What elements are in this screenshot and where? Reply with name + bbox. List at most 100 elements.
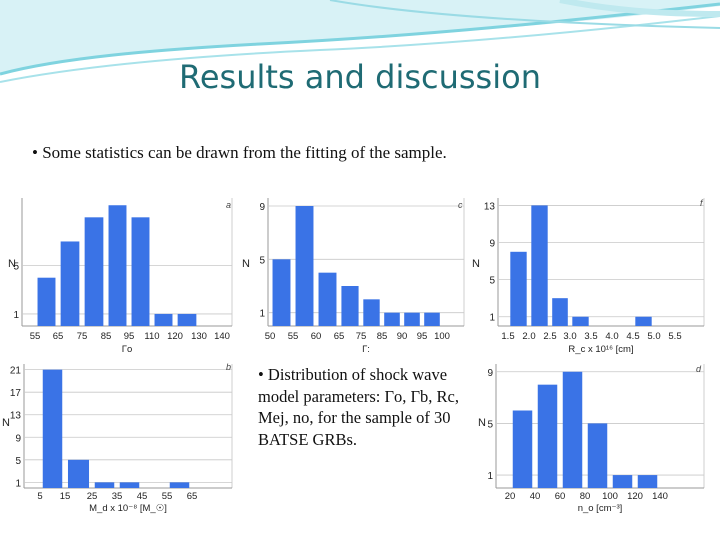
y-tick-label: 9 bbox=[489, 239, 495, 250]
x-tick-label: 20 bbox=[505, 491, 516, 502]
x-tick-label: 85 bbox=[101, 331, 112, 342]
histogram-gamma-b: 1 5 9 50 55 60 65 75 85 90 95 100 N Γ: c bbox=[242, 198, 465, 355]
y-tick-label: 17 bbox=[10, 388, 22, 399]
x-tick-label: 120 bbox=[167, 331, 183, 342]
y-tick-label: 9 bbox=[259, 202, 265, 213]
histogram-bar bbox=[363, 299, 380, 326]
y-tick-label: 9 bbox=[487, 368, 493, 379]
histogram-bar bbox=[42, 369, 63, 488]
y-tick-label: 1 bbox=[487, 471, 493, 482]
x-tick-label: 5.5 bbox=[668, 331, 681, 342]
panel-letter: c bbox=[458, 200, 463, 210]
x-tick-label: 75 bbox=[356, 331, 367, 342]
x-tick-label: 2.5 bbox=[543, 331, 556, 342]
x-tick-label: 65 bbox=[334, 331, 345, 342]
panel-letter: f bbox=[700, 198, 704, 208]
y-tick-label: 5 bbox=[489, 276, 495, 287]
y-tick-label: 1 bbox=[259, 309, 265, 320]
x-tick-label: 45 bbox=[137, 491, 148, 502]
description-text: • Distribution of shock wave model param… bbox=[258, 365, 459, 449]
x-tick-label: 100 bbox=[434, 331, 450, 342]
x-tick-label: 50 bbox=[265, 331, 276, 342]
histogram-bar bbox=[67, 459, 90, 488]
x-axis-label: M_d x 10⁻⁸ [M_☉] bbox=[89, 503, 167, 514]
y-axis-label: N bbox=[2, 417, 10, 429]
x-tick-label: 100 bbox=[602, 491, 618, 502]
histogram-bar bbox=[404, 312, 420, 326]
x-tick-label: 65 bbox=[187, 491, 198, 502]
x-tick-label: 60 bbox=[555, 491, 566, 502]
x-tick-label: 4.0 bbox=[605, 331, 618, 342]
x-tick-label: 55 bbox=[288, 331, 299, 342]
histogram-bar bbox=[318, 272, 337, 326]
x-axis-label: n_o [cm⁻³] bbox=[578, 503, 623, 514]
x-tick-label: 55 bbox=[162, 491, 173, 502]
x-tick-label: 25 bbox=[87, 491, 98, 502]
y-tick-label: 5 bbox=[259, 255, 265, 266]
histogram-bar bbox=[512, 410, 533, 488]
x-tick-label: 35 bbox=[112, 491, 123, 502]
histogram-bar bbox=[384, 312, 400, 326]
x-tick-label: 110 bbox=[144, 331, 159, 342]
y-tick-label: 21 bbox=[10, 366, 22, 377]
histogram-bar bbox=[94, 482, 115, 488]
histogram-bar bbox=[510, 251, 527, 326]
histogram-bar bbox=[84, 217, 104, 326]
histogram-bar bbox=[131, 217, 150, 326]
x-tick-label: 95 bbox=[417, 331, 428, 342]
histogram-bar bbox=[177, 313, 197, 326]
histogram-no: 1 5 9 20 40 60 80 100 120 140 Nn_o [cm⁻³] d bbox=[478, 364, 705, 514]
y-tick-label: 1 bbox=[489, 313, 495, 324]
histogram-bar bbox=[108, 205, 127, 326]
x-tick-label: 65 bbox=[53, 331, 64, 342]
x-tick-label: 95 bbox=[124, 331, 135, 342]
histogram-bar bbox=[562, 371, 583, 488]
x-tick-label: 140 bbox=[214, 331, 230, 342]
x-tick-label: 75 bbox=[77, 331, 88, 342]
x-tick-label: 80 bbox=[580, 491, 591, 502]
histogram-bar bbox=[37, 277, 56, 326]
histogram-bar bbox=[154, 313, 173, 326]
y-tick-label: 1 bbox=[15, 478, 21, 489]
histogram-bar bbox=[612, 475, 633, 488]
y-axis-label: N bbox=[8, 258, 16, 270]
y-tick-label: 5 bbox=[487, 419, 493, 430]
y-tick-label: 5 bbox=[15, 456, 21, 467]
x-tick-label: 2.0 bbox=[522, 331, 535, 342]
histogram-bar bbox=[637, 475, 658, 488]
histogram-bar bbox=[531, 205, 548, 326]
histogram-bar bbox=[119, 482, 140, 488]
x-axis-label: Γ: bbox=[362, 344, 370, 355]
bullet-text: • Some statistics can be drawn from the … bbox=[32, 143, 447, 162]
x-tick-label: 4.5 bbox=[626, 331, 639, 342]
histogram-bar bbox=[341, 286, 359, 326]
histogram-bar bbox=[587, 423, 608, 488]
histogram-bar bbox=[169, 482, 190, 488]
x-tick-label: 60 bbox=[311, 331, 322, 342]
histogram-bar bbox=[272, 259, 291, 326]
y-axis-label: N bbox=[478, 417, 486, 429]
histogram-bar bbox=[295, 206, 314, 326]
x-tick-label: 40 bbox=[530, 491, 541, 502]
y-tick-label: 13 bbox=[10, 411, 22, 422]
histogram-bar bbox=[552, 298, 568, 326]
x-tick-label: 120 bbox=[627, 491, 643, 502]
x-tick-label: 3.5 bbox=[584, 331, 597, 342]
header-swoosh-decoration bbox=[0, 0, 720, 83]
x-axis-label: R_c x 10¹⁶ [cm] bbox=[568, 344, 633, 355]
x-tick-label: 1.5 bbox=[501, 331, 514, 342]
x-axis-label: Γo bbox=[122, 344, 133, 355]
histogram-bar bbox=[60, 241, 80, 326]
x-tick-label: 5 bbox=[37, 491, 42, 502]
histogram-bar bbox=[537, 384, 558, 488]
slide-title: Results and discussion bbox=[179, 58, 541, 96]
y-tick-label: 1 bbox=[13, 310, 19, 321]
x-tick-label: 5.0 bbox=[647, 331, 660, 342]
y-axis-label: N bbox=[242, 258, 250, 270]
x-tick-label: 3.0 bbox=[563, 331, 576, 342]
panel-letter: b bbox=[226, 362, 231, 372]
x-tick-label: 130 bbox=[191, 331, 207, 342]
histogram-bar bbox=[424, 312, 440, 326]
